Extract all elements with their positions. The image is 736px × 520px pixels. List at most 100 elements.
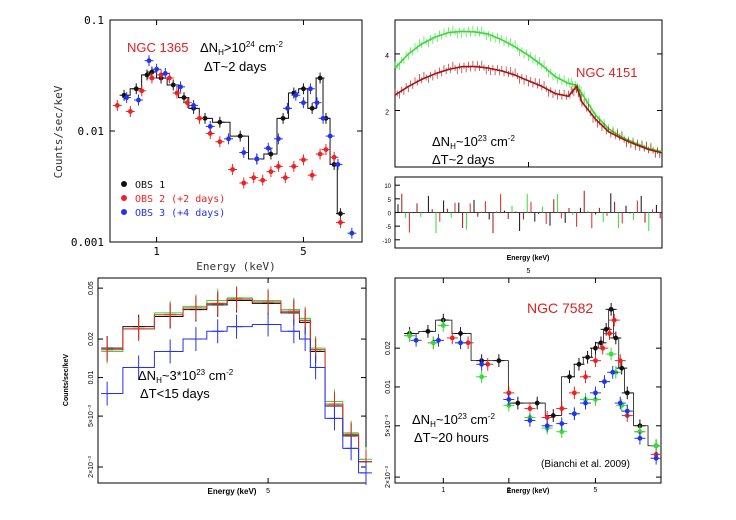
data-point <box>430 340 436 346</box>
x-tick-label: 1 <box>153 245 160 258</box>
data-point <box>608 306 614 312</box>
x-tick-label: 5 <box>300 245 307 258</box>
data-point <box>624 390 630 396</box>
data-point <box>407 333 412 339</box>
data-point <box>436 337 441 343</box>
data-point <box>583 374 588 380</box>
residual-layer: 10 5 0 -5 -10 <box>382 184 662 245</box>
panel-lower-left: 5 2×10⁻³ 5×10⁻³ 0.01 0.02 0.05 Counts/sec/keV… <box>63 277 372 496</box>
y-tick-label: -5 <box>386 225 392 231</box>
data-point <box>458 340 463 346</box>
data-point <box>317 151 323 157</box>
data-point <box>317 75 323 81</box>
data-point <box>181 95 187 100</box>
model-line <box>124 71 341 215</box>
data-point <box>254 156 260 162</box>
data-point <box>593 397 598 402</box>
data-point <box>136 97 141 103</box>
data-point <box>544 423 550 429</box>
legend: OBS 1 OBS 2 (+2 days) OBS 3 (+4 days) <box>121 180 225 219</box>
data-point <box>479 361 485 367</box>
data-point <box>280 115 286 121</box>
y-tick-label: 5×10⁻³ <box>88 405 95 427</box>
y-tick-label: 0.01 <box>385 380 392 394</box>
data-point <box>425 328 431 334</box>
data-point <box>276 136 281 142</box>
y-tick-label: 5×10⁻³ <box>385 414 392 436</box>
data-point <box>571 390 577 396</box>
x-tick-label: 5 <box>594 487 598 494</box>
legend-item: OBS 2 (+2 days) <box>135 194 225 205</box>
plot-frame <box>394 277 662 484</box>
series-line <box>394 30 663 153</box>
x-axis-label: Energy (keV) <box>196 260 275 273</box>
data-point <box>413 337 419 343</box>
data-point <box>320 115 326 121</box>
data-layer <box>404 302 662 465</box>
y-tick-label: 0.01 <box>78 125 105 138</box>
y-tick-label: -10 <box>382 239 391 245</box>
y-tick-label: 2×10⁻³ <box>88 455 95 477</box>
data-point <box>202 115 208 121</box>
data-point <box>593 390 598 396</box>
data-point <box>127 109 133 114</box>
data-point <box>226 136 231 142</box>
data-point <box>527 418 533 423</box>
data-point <box>335 162 341 167</box>
data-point <box>559 421 565 426</box>
data-point <box>184 100 190 106</box>
data-point <box>217 139 223 145</box>
panel-ngc7582: 1 2 5 2×10⁻³ 5×10⁻³ 0.01 0.02 Energy (keV) NGC… <box>385 277 662 495</box>
x-axis-label: Energy (keV) <box>507 255 550 262</box>
y-tick-label: 5 <box>388 198 392 204</box>
annotation-line2: ΔT<15 days <box>140 386 210 401</box>
data-point <box>301 157 306 163</box>
y-tick-label: 4 <box>385 53 389 60</box>
data-point <box>178 84 183 90</box>
data-point <box>282 175 288 181</box>
data-point <box>309 105 315 111</box>
data-point <box>610 369 616 375</box>
annotation-line1: ΔNH~3*1023 cm-2 <box>138 368 234 385</box>
data-point <box>559 406 565 411</box>
panel-title: NGC 1365 <box>127 40 188 55</box>
data-point <box>331 154 337 160</box>
y-tick-label: 2 <box>385 109 389 116</box>
data-point <box>637 429 643 435</box>
data-point <box>617 400 623 406</box>
data-point <box>338 220 343 225</box>
axis-ticks: 1 2 5 2×10⁻³ 5×10⁻³ 0.01 0.02 <box>385 278 661 494</box>
y-tick-label: 10 <box>384 184 391 190</box>
data-point <box>479 374 485 380</box>
data-point <box>197 115 202 121</box>
data-point <box>237 133 243 139</box>
legend-item: OBS 1 <box>135 180 165 191</box>
data-point <box>268 151 274 157</box>
y-tick-label: 0.001 <box>71 236 104 249</box>
data-point <box>327 133 333 139</box>
y-tick-label: 0.02 <box>385 341 392 355</box>
x-tick-label: 5 <box>527 268 531 275</box>
data-point <box>611 317 617 323</box>
data-point <box>608 351 614 357</box>
data-layer <box>112 55 357 239</box>
data-point <box>506 397 512 402</box>
data-point <box>550 413 556 418</box>
data-point <box>144 72 150 78</box>
axis-ticks: 5 2 4 <box>385 20 662 275</box>
x-tick-label: 5 <box>266 488 270 495</box>
data-point <box>154 66 160 72</box>
data-point <box>207 124 213 129</box>
x-axis-label: Energy (keV) <box>507 488 550 495</box>
data-point <box>458 331 463 336</box>
data-point <box>544 415 550 420</box>
panel-title: NGC 4151 <box>576 65 637 80</box>
data-point <box>276 163 281 169</box>
y-tick-label: 0.02 <box>88 332 95 346</box>
data-point <box>559 429 565 435</box>
x-tick-label: 2 <box>507 487 511 494</box>
data-layer <box>101 285 372 485</box>
legend-marker <box>121 181 127 187</box>
data-point <box>465 340 471 346</box>
